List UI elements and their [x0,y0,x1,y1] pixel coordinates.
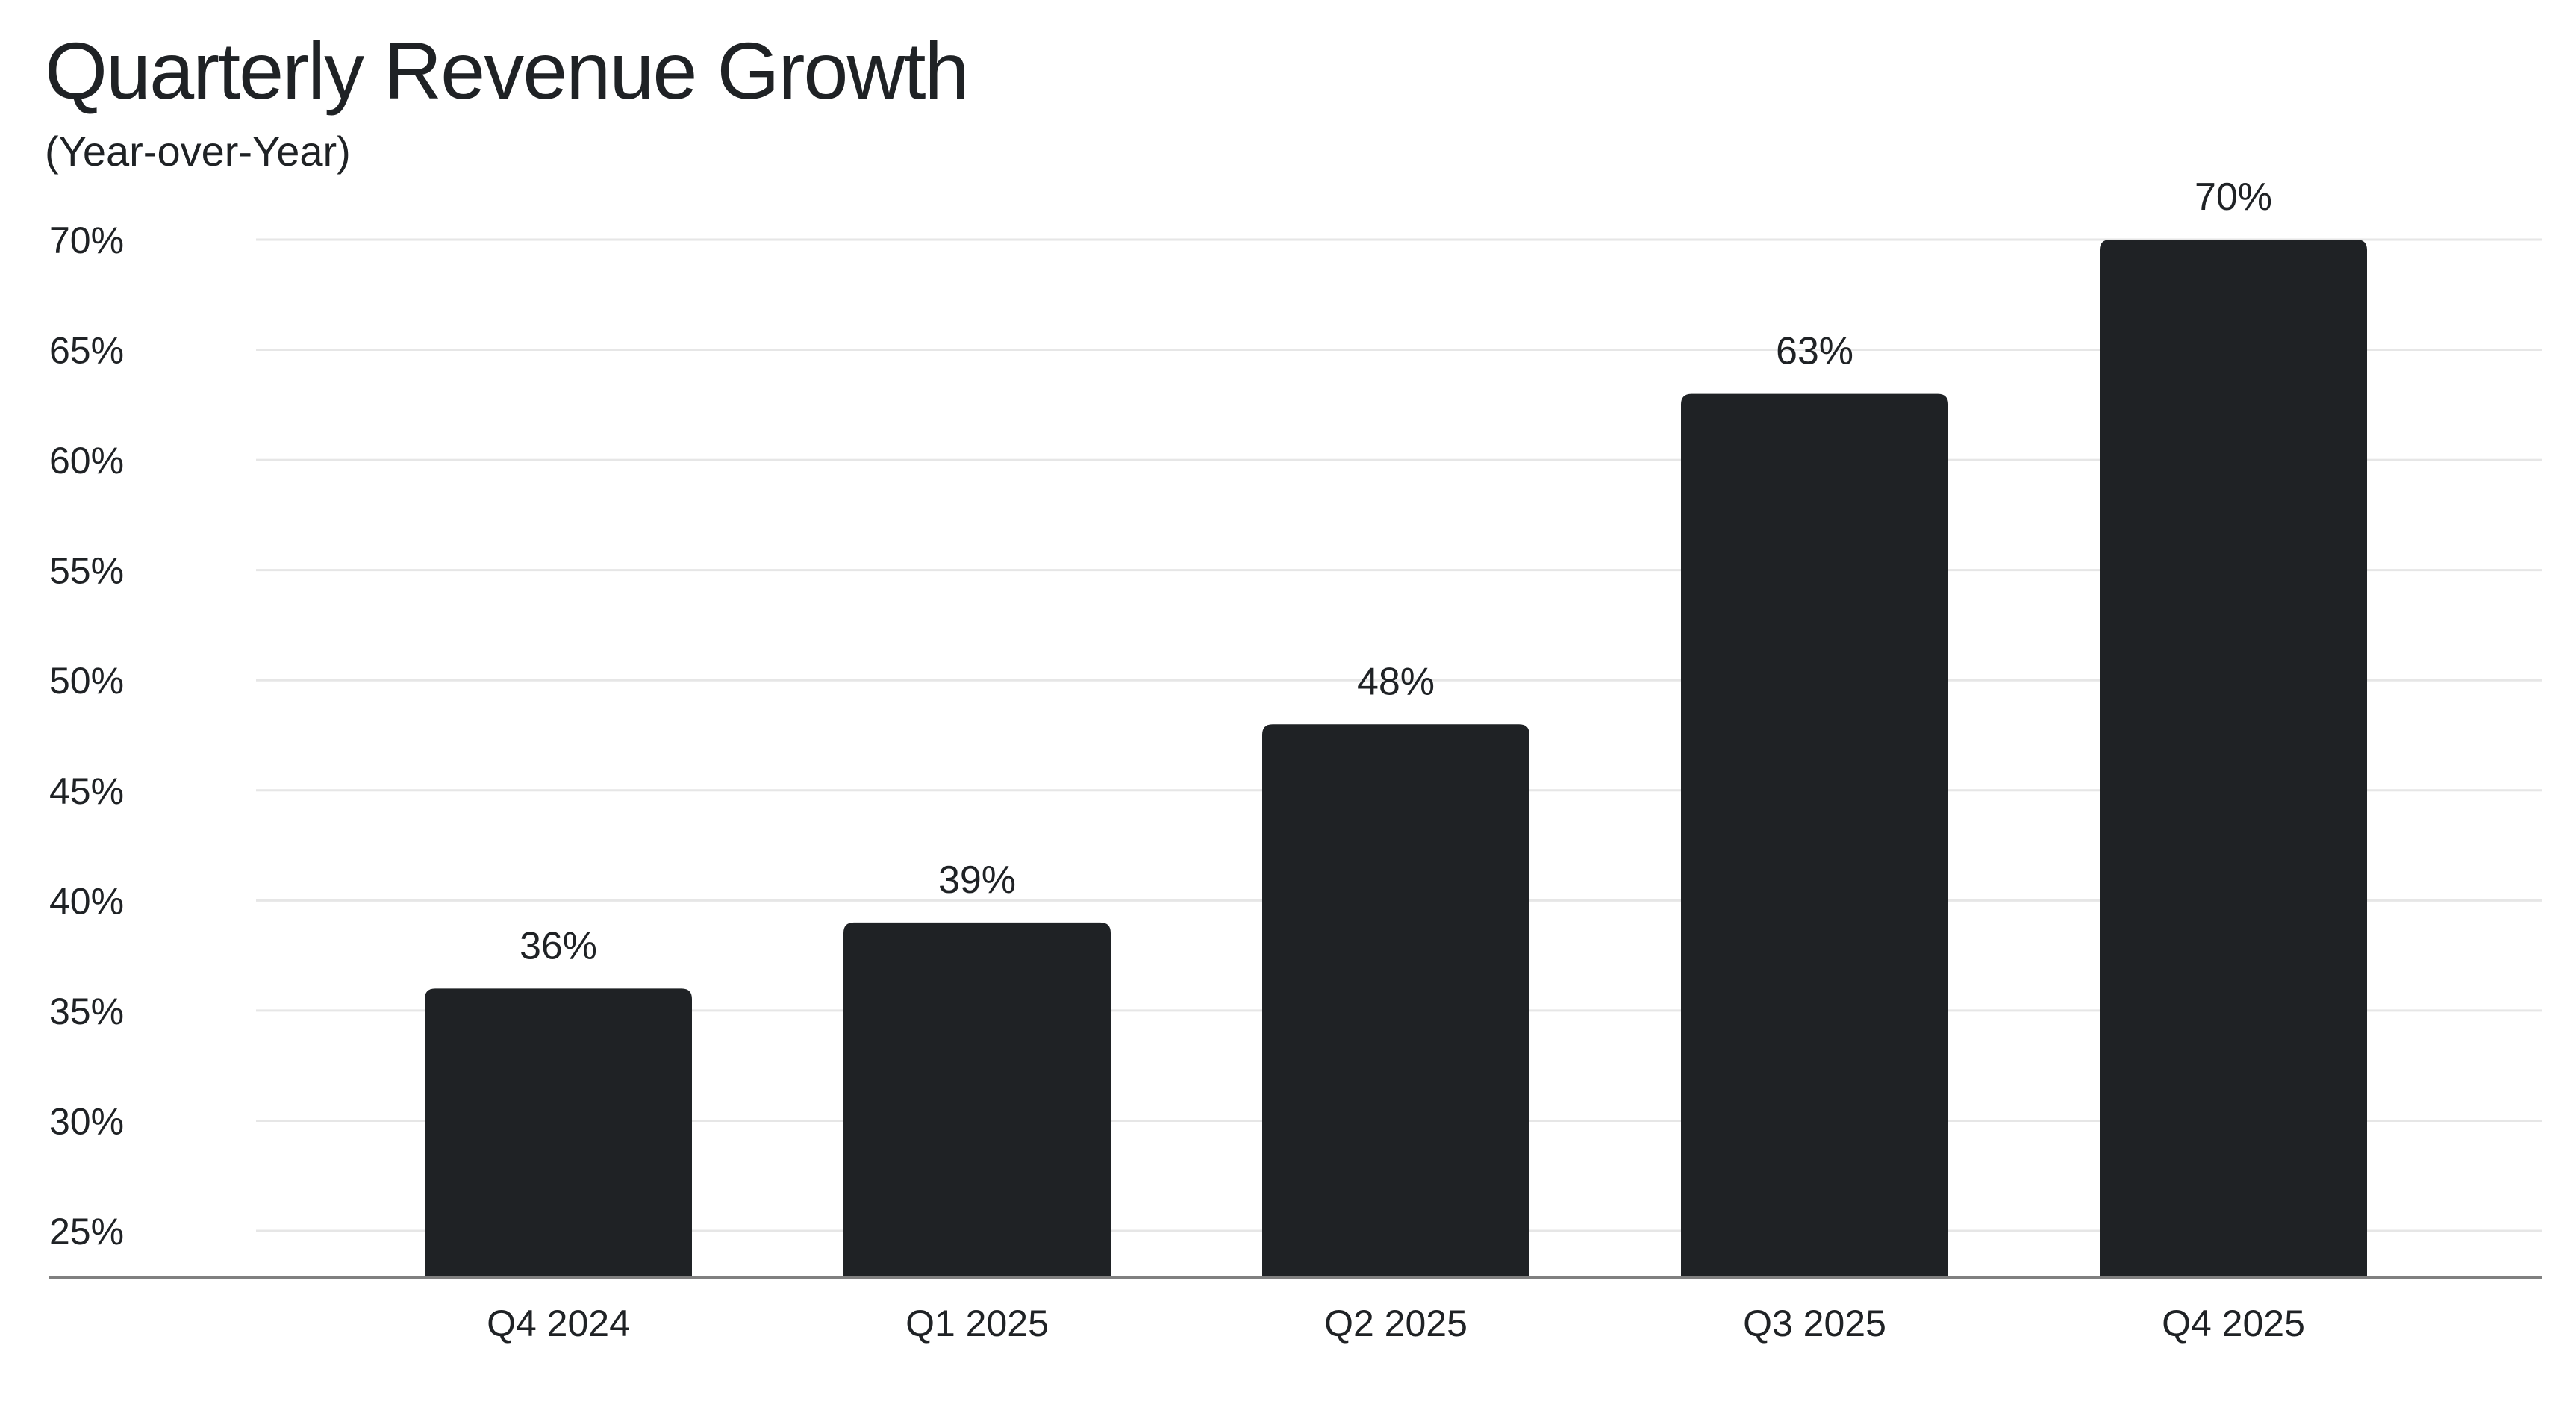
data-label: 70% [2195,175,2272,219]
y-tick-label: 45% [49,770,124,812]
y-tick-label: 35% [49,991,124,1032]
x-tick-label: Q4 2025 [2162,1303,2305,1344]
data-label: 39% [938,858,1016,902]
y-tick-label: 30% [49,1100,124,1142]
data-labels: 36% 39% 48% 63% 70% [520,175,2272,967]
bar-q4-2025 [2100,240,2367,1277]
chart-subtitle: (Year-over-Year) [45,128,351,175]
y-tick-label: 55% [49,550,124,592]
bar-q1-2025 [843,922,1111,1277]
x-tick-label: Q4 2024 [487,1303,630,1344]
y-tick-label: 60% [49,440,124,481]
y-axis-ticks: 25% 30% 35% 40% 45% 50% 55% 60% 65% 70% [49,219,124,1253]
bar-q4-2024 [425,988,692,1277]
chart-title: Quarterly Revenue Growth [45,25,968,116]
x-tick-label: Q1 2025 [905,1303,1049,1344]
y-tick-label: 65% [49,330,124,372]
bar-q2-2025 [1262,724,1529,1277]
bar-q3-2025 [1681,393,1948,1277]
y-tick-label: 70% [49,219,124,261]
data-label: 63% [1776,330,1853,373]
x-tick-label: Q3 2025 [1743,1303,1886,1344]
y-tick-label: 50% [49,660,124,702]
y-tick-label: 40% [49,880,124,922]
data-label: 48% [1357,660,1435,703]
y-tick-label: 25% [49,1211,124,1253]
data-label: 36% [520,924,597,967]
bars [425,240,2367,1277]
x-tick-label: Q2 2025 [1324,1303,1468,1344]
x-axis-ticks: Q4 2024 Q1 2025 Q2 2025 Q3 2025 Q4 2025 [487,1303,2305,1344]
